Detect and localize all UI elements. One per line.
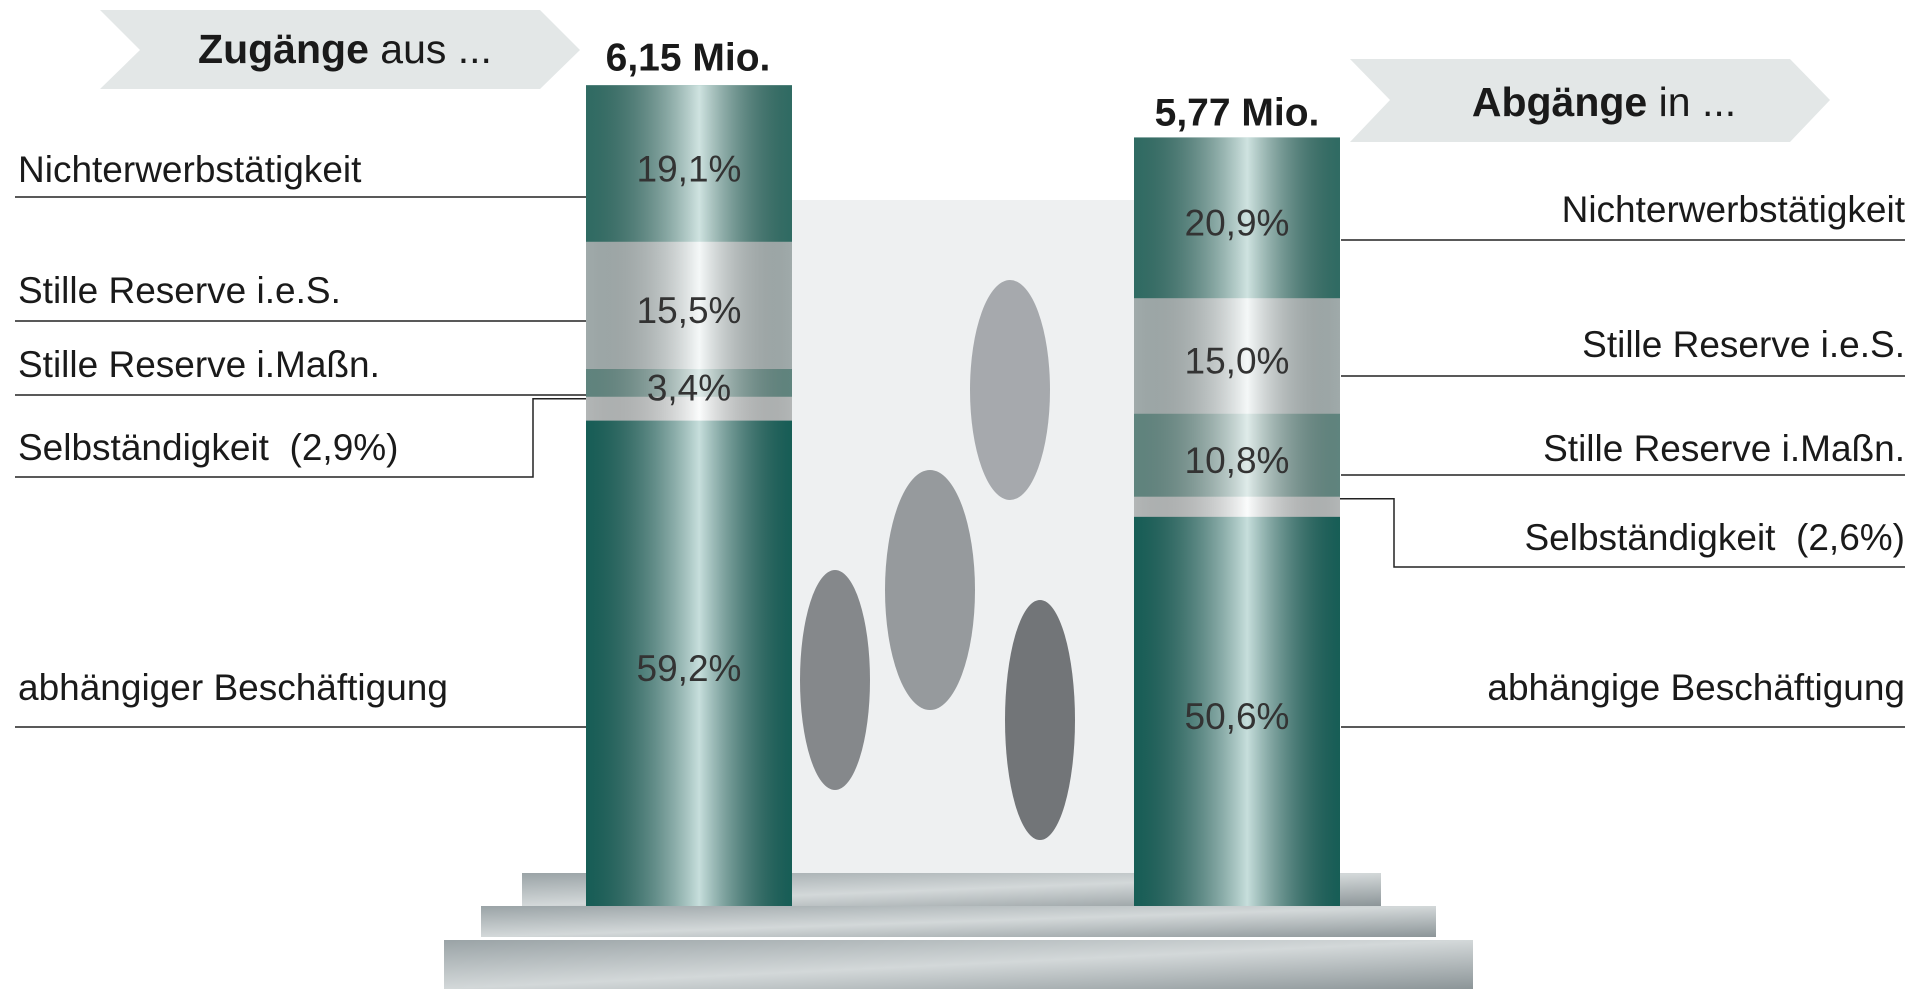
- column-total: 5,77 Mio.: [1155, 91, 1320, 134]
- segment-value-label: 59,2%: [637, 648, 742, 689]
- segment-name-text: Nichterwerbstätigkeit: [18, 149, 362, 190]
- leader-line: [1340, 497, 1905, 568]
- segment-name: Stille Reserve i.Maßn.: [1543, 428, 1905, 469]
- segment-name-text: Selbständigkeit: [18, 427, 270, 468]
- heading-rest: in ...: [1659, 79, 1736, 125]
- segment-name: abhängiger Beschäftigung: [18, 667, 448, 708]
- segment-name-text: abhängiger Beschäftigung: [18, 667, 448, 708]
- segment-name: Stille Reserve i.e.S.: [18, 270, 341, 311]
- heading-arrow: [100, 10, 580, 89]
- segment-value-label: 3,4%: [647, 368, 731, 409]
- segment-name-text: Stille Reserve i.Maßn.: [18, 344, 380, 385]
- segment-name: Stille Reserve i.Maßn.: [18, 344, 380, 385]
- segment-value-label: (2,6%): [1796, 517, 1905, 558]
- heading-arrow: [1350, 59, 1830, 142]
- segment-name-text: Nichterwerbstätigkeit: [1562, 189, 1906, 230]
- segment-value-label: (2,9%): [290, 427, 399, 468]
- segment-name-text: Selbständigkeit: [1525, 517, 1777, 558]
- heading-bold: Abgänge: [1472, 79, 1647, 125]
- heading-rest: aus ...: [380, 26, 492, 72]
- segment-name: Nichterwerbstätigkeit: [1562, 189, 1906, 230]
- segment-value-label: 15,5%: [637, 290, 742, 331]
- column-heading: Zugänge aus ...: [198, 26, 492, 72]
- columns: Zugänge aus ... 6,15 Mio. Nichterwerbstäti…: [15, 10, 1906, 907]
- segment-name: Stille Reserve i.e.S.: [1582, 324, 1905, 365]
- segment-name: Selbständigkeit (2,6%): [1525, 517, 1906, 558]
- column-heading: Abgänge in ...: [1472, 79, 1736, 125]
- segment-name: Selbständigkeit (2,9%): [18, 427, 399, 468]
- segment-value-label: 50,6%: [1185, 696, 1290, 737]
- segment-name: Nichterwerbstätigkeit: [18, 149, 362, 190]
- segment-name-text: abhängige Beschäftigung: [1487, 667, 1905, 708]
- heading-bold: Zugänge: [198, 26, 369, 72]
- column-sheen: [1134, 137, 1340, 906]
- segment-value-label: 19,1%: [637, 148, 742, 189]
- segment-value-label: 10,8%: [1185, 440, 1290, 481]
- segment-value-label: 20,9%: [1185, 203, 1290, 244]
- segment-name: abhängige Beschäftigung: [1487, 667, 1905, 708]
- segment-name-text: Stille Reserve i.Maßn.: [1543, 428, 1905, 469]
- column-total: 6,15 Mio.: [606, 36, 771, 79]
- segment-name-text: Stille Reserve i.e.S.: [1582, 324, 1905, 365]
- segment-value-label: 15,0%: [1185, 341, 1290, 382]
- leader-line: [15, 398, 586, 478]
- column-sheen: [586, 85, 792, 907]
- segment-name-text: Stille Reserve i.e.S.: [18, 270, 341, 311]
